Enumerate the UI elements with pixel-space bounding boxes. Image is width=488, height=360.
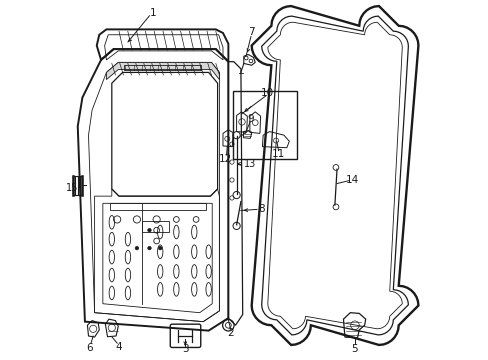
Text: 14: 14 [345, 175, 358, 185]
Text: 13: 13 [244, 159, 256, 169]
Polygon shape [106, 62, 219, 80]
Text: 4: 4 [115, 342, 122, 352]
Text: 9: 9 [247, 114, 254, 124]
Text: 5: 5 [351, 343, 358, 354]
Text: 1: 1 [149, 8, 156, 18]
Text: 6: 6 [86, 343, 93, 353]
Text: 11: 11 [271, 149, 285, 159]
Circle shape [135, 246, 139, 250]
Text: 7: 7 [248, 27, 254, 37]
Text: 12: 12 [219, 154, 232, 164]
Circle shape [147, 228, 151, 232]
Circle shape [147, 246, 151, 250]
Circle shape [158, 246, 162, 250]
Text: 10: 10 [261, 88, 274, 98]
Text: 2: 2 [227, 328, 234, 338]
Text: 8: 8 [258, 204, 264, 215]
Text: 15: 15 [66, 183, 79, 193]
Text: 3: 3 [182, 344, 188, 354]
